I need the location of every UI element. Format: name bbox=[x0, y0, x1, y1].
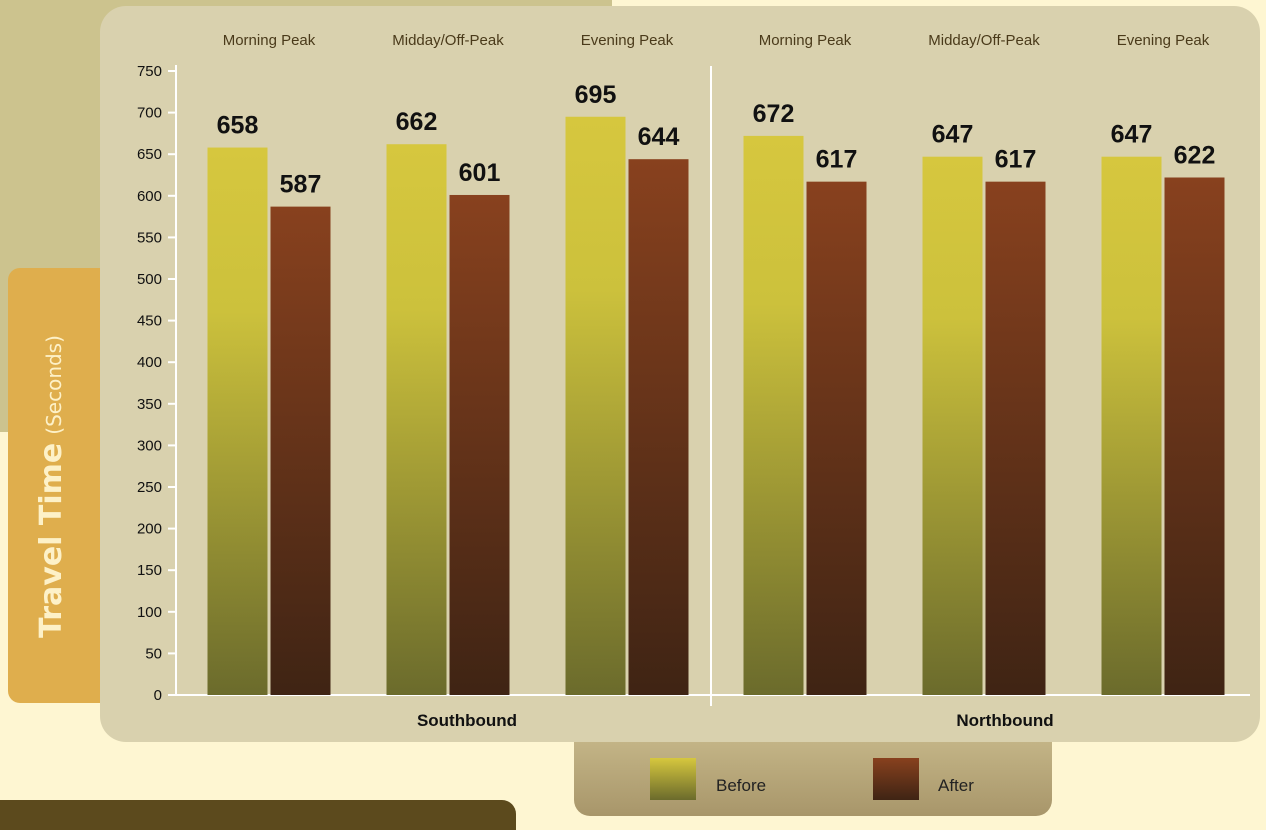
category-label: Midday/Off-Peak bbox=[928, 32, 1040, 49]
bar-before bbox=[743, 135, 804, 695]
category-label: Evening Peak bbox=[581, 32, 674, 49]
bar-after bbox=[806, 181, 867, 695]
bar-before bbox=[386, 144, 447, 695]
value-label-after: 617 bbox=[816, 146, 858, 174]
axes-layer: 0 50 100 150 200 250 300 350 400 450 500 550 600 650 7… bbox=[137, 63, 1250, 706]
y-tick-label: 200 bbox=[137, 521, 162, 538]
bar-before bbox=[565, 116, 626, 695]
category-label: Morning Peak bbox=[223, 32, 316, 49]
category-label: Evening Peak bbox=[1117, 32, 1210, 49]
y-tick-label: 550 bbox=[137, 229, 162, 246]
bar-before bbox=[922, 156, 983, 696]
value-label-after: 617 bbox=[995, 146, 1037, 174]
y-tick-label: 750 bbox=[137, 63, 162, 80]
value-label-after: 587 bbox=[280, 171, 322, 199]
legend-label-before: Before bbox=[716, 776, 767, 795]
group-label: Northbound bbox=[956, 711, 1053, 730]
legend-swatch-after bbox=[873, 758, 919, 800]
legend-swatch-before bbox=[650, 758, 696, 800]
bar-after bbox=[628, 159, 689, 695]
bar-after bbox=[1164, 177, 1225, 696]
value-label-after: 601 bbox=[459, 159, 501, 187]
value-label-before: 647 bbox=[932, 121, 974, 149]
y-tick-label: 0 bbox=[154, 687, 162, 704]
bar-after bbox=[270, 206, 331, 695]
group-label: Southbound bbox=[417, 711, 517, 730]
y-tick-label: 300 bbox=[137, 437, 162, 454]
y-tick-label: 350 bbox=[137, 396, 162, 413]
y-tick-label: 700 bbox=[137, 105, 162, 122]
y-tick-label: 50 bbox=[145, 645, 162, 662]
category-label: Morning Peak bbox=[759, 32, 852, 49]
y-tick-label: 150 bbox=[137, 562, 162, 579]
value-label-after: 644 bbox=[638, 123, 680, 151]
value-label-before: 647 bbox=[1111, 121, 1153, 149]
bar-before bbox=[1101, 156, 1162, 696]
value-label-before: 662 bbox=[396, 108, 438, 136]
value-label-before: 695 bbox=[575, 81, 617, 109]
y-tick-label: 450 bbox=[137, 313, 162, 330]
bar-after bbox=[449, 194, 510, 695]
bars-layer bbox=[207, 116, 1225, 696]
bar-after bbox=[985, 181, 1046, 695]
y-tick-label: 600 bbox=[137, 188, 162, 205]
y-axis-title-box bbox=[8, 268, 118, 703]
value-label-before: 658 bbox=[217, 112, 259, 140]
y-tick-label: 500 bbox=[137, 271, 162, 288]
y-tick-label: 650 bbox=[137, 146, 162, 163]
bar-before bbox=[207, 147, 268, 695]
value-label-after: 622 bbox=[1174, 141, 1216, 169]
y-tick-label: 100 bbox=[137, 604, 162, 621]
labels-layer: Morning Peak Midday/Off-Peak Evening Peak M… bbox=[217, 32, 1216, 730]
value-label-before: 672 bbox=[753, 100, 795, 128]
category-label: Midday/Off-Peak bbox=[392, 32, 504, 49]
legend-label-after: After bbox=[938, 776, 974, 795]
y-tick-label: 250 bbox=[137, 479, 162, 496]
y-tick-label: 400 bbox=[137, 354, 162, 371]
